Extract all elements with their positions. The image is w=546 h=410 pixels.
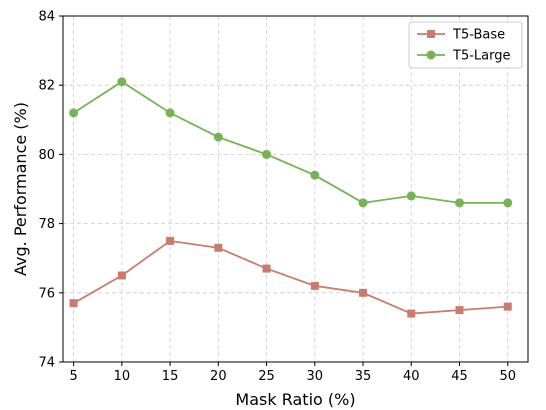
x-tick-label: 40 <box>403 369 420 384</box>
y-axis-label: Avg. Performance (%) <box>11 102 30 276</box>
y-tick-label: 74 <box>38 356 55 371</box>
data-point-t5-base <box>262 264 271 273</box>
x-tick-label: 5 <box>69 369 77 384</box>
legend-marker-t5-base <box>427 30 435 38</box>
data-point-t5-large <box>262 149 272 159</box>
data-point-t5-large <box>117 77 127 87</box>
data-point-t5-base <box>455 306 464 315</box>
data-point-t5-base <box>503 302 512 311</box>
y-tick-label: 78 <box>38 217 55 232</box>
data-point-t5-base <box>214 243 223 252</box>
data-point-t5-large <box>503 198 513 208</box>
series-t5-large <box>69 77 513 208</box>
x-axis-label: Mask Ratio (%) <box>235 390 355 409</box>
data-point-t5-base <box>117 271 126 280</box>
x-tick-label: 35 <box>355 369 372 384</box>
legend-label-t5-large: T5-Large <box>452 49 510 64</box>
data-point-t5-base <box>166 236 175 245</box>
legend: T5-Base T5-Large <box>408 21 523 69</box>
x-tick-label: 20 <box>210 369 227 384</box>
legend-marker-t5-large <box>426 50 436 60</box>
data-point-t5-large <box>358 198 368 208</box>
x-tick-label: 15 <box>162 369 179 384</box>
x-tick-label: 30 <box>307 369 324 384</box>
data-point-t5-base <box>310 281 319 290</box>
x-tick-label: 10 <box>114 369 131 384</box>
y-tick-label: 82 <box>38 79 55 94</box>
x-tick-label: 50 <box>499 369 516 384</box>
series-line-t5-large <box>73 80 508 204</box>
data-point-t5-large <box>165 108 175 118</box>
data-point-t5-large <box>310 170 320 180</box>
y-tick-label: 80 <box>38 148 55 163</box>
x-tick-label: 45 <box>451 369 468 384</box>
y-axis-ticks: 74 76 78 80 82 84 <box>38 10 63 371</box>
plot-area-frame <box>62 15 529 363</box>
x-axis-ticks: 5 10 15 20 25 30 35 40 45 50 <box>69 362 516 384</box>
x-tick-label: 25 <box>258 369 275 384</box>
legend-label-t5-base: T5-Base <box>452 28 505 43</box>
series-t5-base <box>69 236 512 318</box>
y-tick-label: 84 <box>38 10 55 25</box>
data-point-t5-large <box>69 108 79 118</box>
data-point-t5-base <box>69 299 78 308</box>
y-tick-label: 76 <box>38 286 55 301</box>
data-point-t5-base <box>407 309 416 318</box>
data-point-t5-large <box>455 198 465 208</box>
series-layer <box>69 77 513 318</box>
series-line-t5-base <box>73 239 508 315</box>
data-point-t5-large <box>213 132 223 142</box>
data-point-t5-base <box>359 288 368 297</box>
data-point-t5-large <box>406 191 416 201</box>
